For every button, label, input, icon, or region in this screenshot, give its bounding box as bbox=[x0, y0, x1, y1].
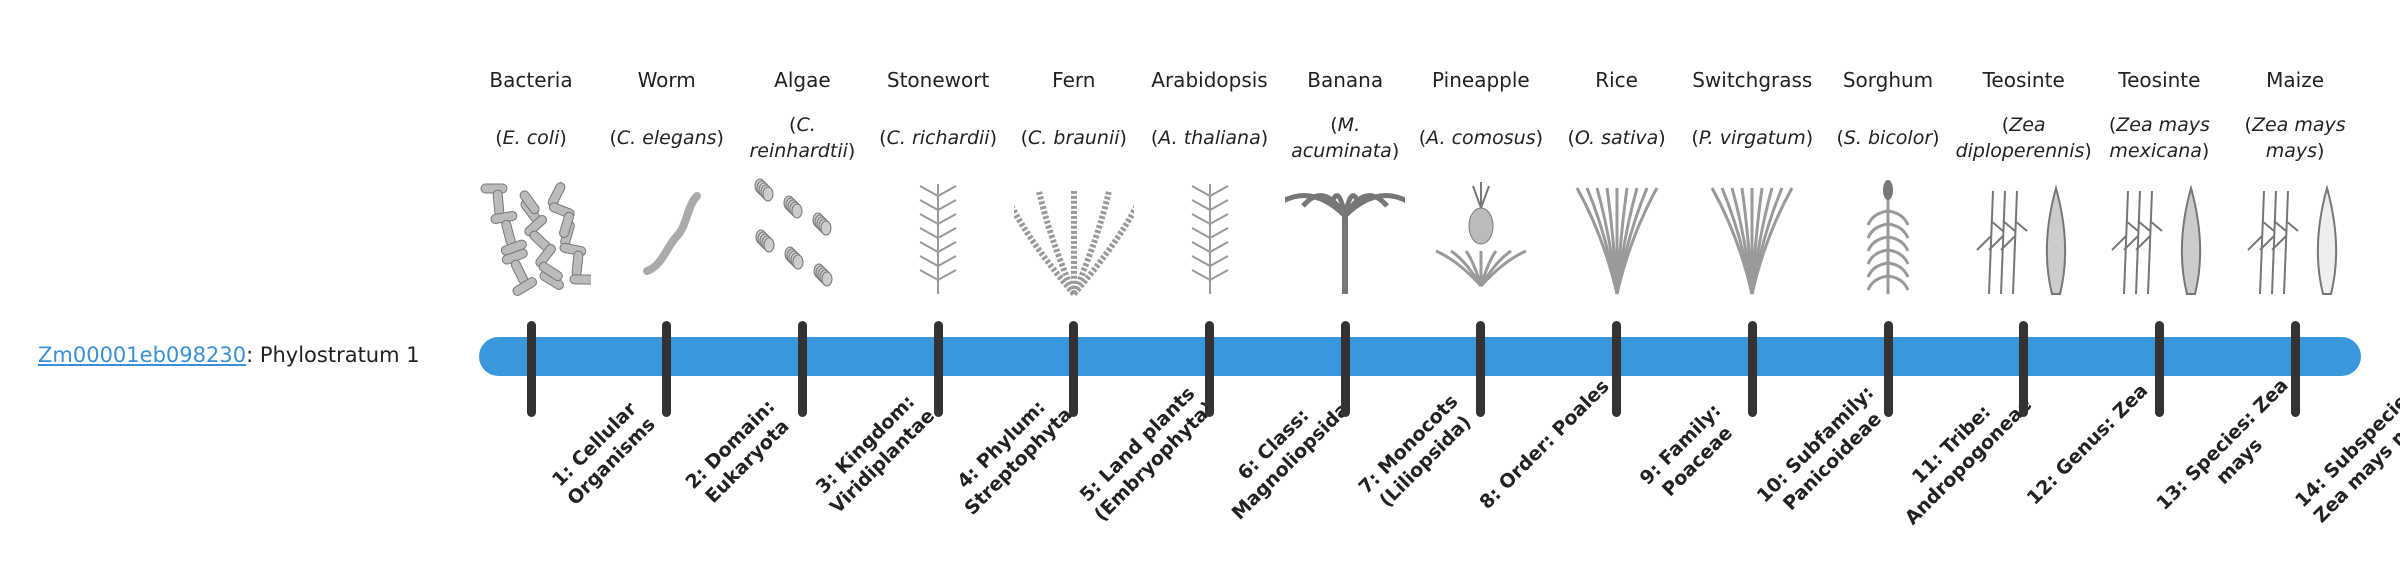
stratum-tick bbox=[1883, 321, 1893, 417]
scientific-name: (O. sativa) bbox=[1567, 127, 1666, 149]
stonewort-illustration bbox=[878, 176, 998, 298]
gene-link[interactable]: Zm00001eb098230 bbox=[38, 343, 247, 367]
worm-illustration bbox=[607, 176, 727, 298]
common-name: Stonewort bbox=[886, 68, 990, 92]
common-name: Switchgrass bbox=[1692, 68, 1813, 92]
organism-column: Worm (C. elegans) bbox=[598, 62, 736, 178]
scientific-name: (C. reinhardtii) bbox=[749, 114, 856, 162]
timeline-bar bbox=[479, 337, 2361, 376]
organism-column: Teosinte (Zea diploperennis) bbox=[1955, 62, 2093, 178]
organism-column: Switchgrass (P. virgatum) bbox=[1683, 62, 1821, 178]
banana-illustration bbox=[1273, 176, 1417, 298]
stratum-tick bbox=[662, 321, 672, 417]
common-name: Pineapple bbox=[1432, 68, 1530, 92]
teosinte-illustration bbox=[2099, 176, 2219, 298]
stratum-tick bbox=[2019, 321, 2029, 417]
bacteria-illustration bbox=[471, 176, 597, 298]
scientific-name: (C. braunii) bbox=[1020, 127, 1127, 149]
common-name: Algae bbox=[774, 68, 831, 92]
stratum-tick bbox=[1340, 321, 1350, 417]
stratum-tick bbox=[1747, 321, 1757, 417]
common-name: Fern bbox=[1052, 68, 1096, 92]
scientific-name: (Zea mays mexicana) bbox=[2108, 114, 2210, 162]
organism-column: Bacteria (E. coli) bbox=[462, 62, 600, 178]
maize-illustration bbox=[2235, 176, 2355, 298]
gene-label: Zm00001eb098230: Phylostratum 1 bbox=[38, 340, 420, 370]
phylostratum-text: : Phylostratum 1 bbox=[246, 343, 420, 367]
stratum-label: 8: Order: Poales bbox=[1475, 375, 1614, 514]
common-name: Bacteria bbox=[489, 68, 573, 92]
scientific-name: (Zea mays mays) bbox=[2244, 114, 2346, 162]
common-name: Maize bbox=[2266, 68, 2325, 92]
organism-column: Maize (Zea mays mays) bbox=[2226, 62, 2364, 178]
teosinte-illustration bbox=[1964, 176, 2084, 298]
organism-column: Teosinte (Zea mays mexicana) bbox=[2090, 62, 2228, 178]
scientific-name: (C. elegans) bbox=[609, 127, 724, 149]
organism-column: Rice (O. sativa) bbox=[1548, 62, 1686, 178]
stratum-tick bbox=[2290, 321, 2300, 417]
organism-column: Pineapple (A. comosus) bbox=[1412, 62, 1550, 178]
organism-column: Sorghum (S. bicolor) bbox=[1819, 62, 1957, 178]
stratum-tick bbox=[526, 321, 536, 417]
stratum-tick bbox=[797, 321, 807, 417]
rice-illustration bbox=[1557, 176, 1677, 298]
common-name: Sorghum bbox=[1842, 68, 1934, 92]
organism-column: Fern (C. braunii) bbox=[1005, 62, 1143, 178]
common-name: Arabidopsis bbox=[1151, 68, 1268, 92]
fern-illustration bbox=[1001, 176, 1147, 298]
stratum-tick bbox=[933, 321, 943, 417]
scientific-name: (Zea diploperennis) bbox=[1955, 114, 2092, 162]
stratum-tick bbox=[1205, 321, 1214, 417]
organism-column: Algae (C. reinhardtii) bbox=[733, 62, 871, 178]
stratum-tick bbox=[1069, 321, 1079, 417]
organism-column: Arabidopsis (A. thaliana) bbox=[1141, 62, 1279, 178]
algae-illustration bbox=[742, 176, 862, 298]
stratum-tick bbox=[1612, 321, 1622, 417]
stratum-tick bbox=[2154, 321, 2164, 417]
sorghum-illustration bbox=[1828, 176, 1948, 298]
pineapple-illustration bbox=[1421, 176, 1541, 298]
scientific-name: (M. acuminata) bbox=[1291, 114, 1400, 162]
switchgrass-illustration bbox=[1692, 176, 1812, 298]
scientific-name: (E. coli) bbox=[495, 127, 567, 149]
common-name: Banana bbox=[1307, 68, 1384, 92]
stratum-label: 12: Genus: Zea bbox=[2022, 379, 2152, 510]
scientific-name: (A. comosus) bbox=[1418, 127, 1544, 149]
common-name: Teosinte bbox=[1982, 68, 2065, 92]
arabidopsis-illustration bbox=[1150, 176, 1270, 298]
common-name: Teosinte bbox=[2118, 68, 2201, 92]
scientific-name: (P. virgatum) bbox=[1691, 127, 1814, 149]
scientific-name: (A. thaliana) bbox=[1150, 127, 1269, 149]
organism-column: Stonewort (C. richardii) bbox=[869, 62, 1007, 178]
stratum-tick bbox=[1476, 321, 1486, 417]
organism-column: Banana (M. acuminata) bbox=[1276, 62, 1414, 178]
scientific-name: (C. richardii) bbox=[879, 127, 998, 149]
common-name: Worm bbox=[637, 68, 696, 92]
scientific-name: (S. bicolor) bbox=[1836, 127, 1940, 149]
common-name: Rice bbox=[1595, 68, 1638, 92]
